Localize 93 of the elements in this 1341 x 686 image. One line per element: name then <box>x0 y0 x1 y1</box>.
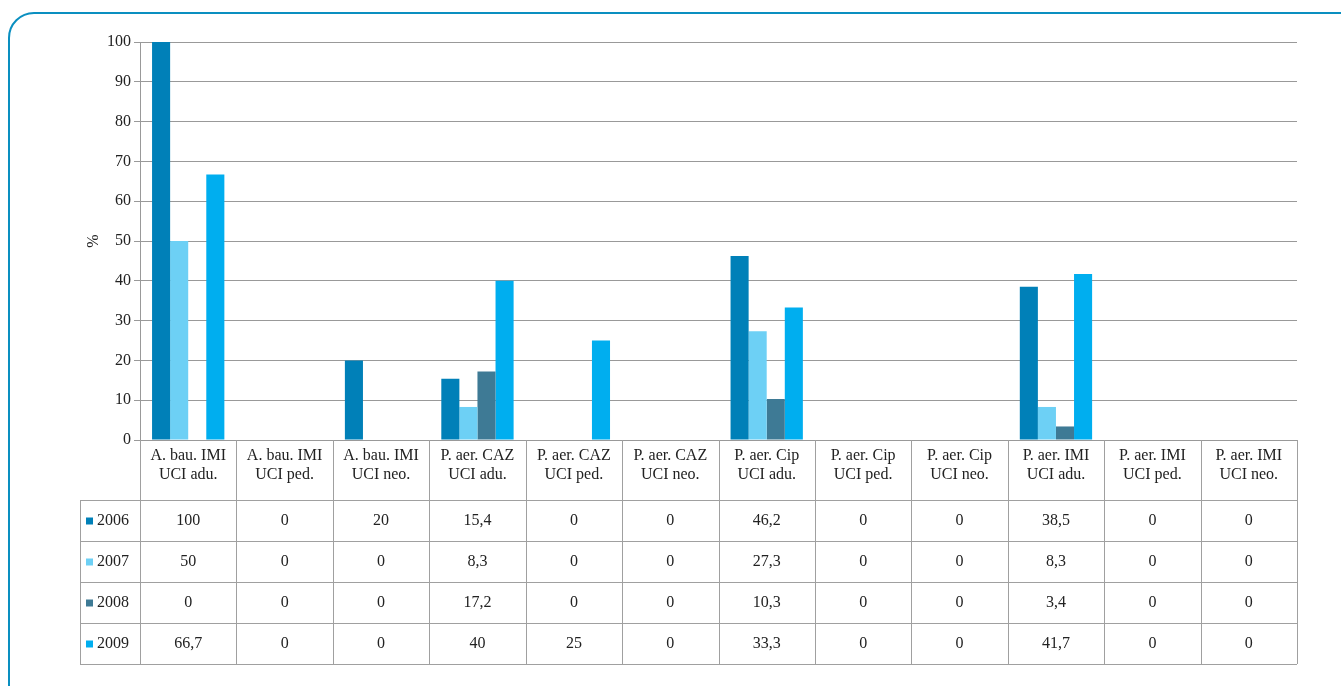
data-label: 0 <box>569 510 578 528</box>
x-tick-label: A. bau. IMI UCI adu. <box>150 445 226 482</box>
bar <box>1074 274 1093 440</box>
y-tick-label: 0 <box>123 430 131 448</box>
data-label: 8,3 <box>467 551 488 569</box>
data-label: 0 <box>1244 510 1253 528</box>
data-label: 0 <box>955 551 964 569</box>
data-label: 100 <box>176 510 201 528</box>
bar <box>477 371 496 440</box>
y-tick-label: 70 <box>115 151 131 169</box>
data-label: 0 <box>955 633 964 651</box>
bar <box>1037 406 1056 440</box>
data-label: 0 <box>859 633 868 651</box>
data-label: 0 <box>1244 592 1253 610</box>
bar <box>730 256 749 440</box>
data-label: 50 <box>180 551 197 569</box>
legend-label: 2008 <box>97 592 129 610</box>
data-label: 15,4 <box>463 510 492 528</box>
y-tick-label: 30 <box>115 310 131 328</box>
bar <box>459 406 478 440</box>
y-tick-label: 50 <box>115 231 131 249</box>
x-tick-label: A. bau. IMI UCI ped. <box>246 445 323 483</box>
x-tick-label: P. aer. Cip UCI adu. <box>734 445 800 482</box>
data-label: 27,3 <box>752 551 781 569</box>
x-tick-label: P. aer. Cip UCI neo. <box>927 445 992 482</box>
bar <box>784 307 803 440</box>
data-label: 41,7 <box>1041 633 1070 651</box>
y-tick-label: 10 <box>115 390 131 408</box>
y-tick-label: 40 <box>115 271 131 288</box>
y-axis-title: % <box>83 234 101 248</box>
data-label: 0 <box>1244 633 1253 651</box>
data-label: 0 <box>280 633 289 651</box>
data-label: 0 <box>569 551 578 569</box>
data-label: 10,3 <box>752 592 781 610</box>
bar <box>591 340 611 440</box>
data-label: 0 <box>955 510 964 528</box>
data-label: 0 <box>666 510 675 528</box>
data-label: 0 <box>1244 551 1253 569</box>
x-tick-label: P. aer. IMI UCI adu. <box>1022 445 1090 482</box>
x-tick-label: P. aer. IMI UCI neo. <box>1215 445 1283 482</box>
legend-label: 2007 <box>97 551 129 569</box>
data-label: 0 <box>666 592 675 610</box>
data-label: 0 <box>377 592 386 610</box>
data-label: 0 <box>1148 551 1157 569</box>
bar <box>748 331 767 440</box>
x-tick-label: P. aer. CAZ UCI neo. <box>633 445 708 482</box>
legend-label: 2006 <box>97 510 129 528</box>
y-tick-label: 80 <box>115 111 131 129</box>
data-label: 0 <box>859 551 868 569</box>
data-label: 0 <box>1148 633 1157 651</box>
y-tick-label: 20 <box>115 350 131 368</box>
data-label: 17,2 <box>463 592 492 610</box>
data-label: 8,3 <box>1045 551 1066 569</box>
y-tick-label: 90 <box>115 72 131 89</box>
data-label: 0 <box>859 510 868 528</box>
data-label: 46,2 <box>752 510 781 528</box>
bar <box>495 280 514 440</box>
data-label: 0 <box>280 592 289 610</box>
data-label: 0 <box>955 592 964 610</box>
data-label: 38,5 <box>1041 510 1070 528</box>
y-tick-label: 100 <box>107 32 131 50</box>
bar <box>1055 426 1075 440</box>
bar <box>344 360 363 440</box>
bar <box>206 174 225 440</box>
data-label: 3,4 <box>1045 592 1066 610</box>
data-label: 0 <box>184 592 193 610</box>
data-label: 0 <box>377 633 386 651</box>
data-label: 66,7 <box>174 633 203 651</box>
data-label: 0 <box>666 633 675 651</box>
x-tick-label: P. aer. CAZ UCI ped. <box>536 445 611 483</box>
x-tick-label: P. aer. Cip UCI ped. <box>830 445 896 483</box>
data-label: 0 <box>377 551 386 569</box>
bar <box>1019 286 1038 440</box>
data-label: 0 <box>1148 510 1157 528</box>
legend-label: 2009 <box>97 633 129 651</box>
bar <box>170 241 189 440</box>
x-tick-label: P. aer. IMI UCI ped. <box>1119 445 1186 483</box>
data-label: 0 <box>569 592 578 610</box>
bar <box>152 42 171 440</box>
x-tick-label: P. aer. CAZ UCI adu. <box>440 445 515 482</box>
data-label: 20 <box>373 510 390 528</box>
data-label: 33,3 <box>752 633 781 651</box>
bar <box>766 399 785 440</box>
data-label: 0 <box>280 510 289 528</box>
data-label: 25 <box>565 633 582 651</box>
y-tick-label: 60 <box>115 191 131 209</box>
data-label: 0 <box>280 551 289 569</box>
x-tick-label: A. bau. IMI UCI neo. <box>343 445 419 482</box>
data-label: 0 <box>859 592 868 610</box>
data-label: 0 <box>666 551 675 569</box>
bar <box>441 378 460 440</box>
data-label: 0 <box>1148 592 1157 610</box>
data-label: 40 <box>469 633 486 651</box>
